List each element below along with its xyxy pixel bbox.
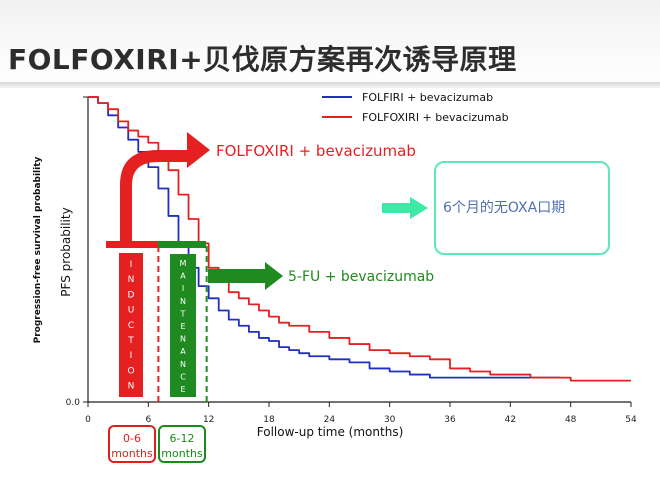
induction-letter: I [130, 351, 133, 361]
phase-induction-box: 0-6 months [108, 425, 156, 463]
x-tick-label: 30 [384, 415, 396, 425]
x-tick-label: 18 [263, 415, 275, 425]
maintenance-letter: T [180, 309, 186, 318]
induction-letter: N [128, 382, 135, 392]
maintenance-letter: A [180, 347, 186, 356]
maintenance-letter: N [180, 360, 186, 369]
x-tick-label: 54 [625, 415, 637, 425]
y-axis-label: PFS probability [59, 207, 73, 296]
maintenance-letter: C [180, 372, 186, 381]
x-tick-label: 24 [324, 415, 336, 425]
y-axis-label-secondary: Progression-free survival probability [33, 156, 43, 343]
phase-induction-range: 0-6 [123, 432, 141, 445]
induction-arrow-label: FOLFOXIRI + bevacizumab [216, 142, 416, 160]
x-tick-label: 12 [203, 415, 214, 425]
x-tick-label: 42 [505, 415, 516, 425]
series-line-folfiri [88, 96, 561, 379]
induction-arrow [120, 132, 210, 244]
maintenance-arrow-label: 5-FU + bevacizumab [288, 269, 434, 285]
title-divider [0, 82, 660, 88]
phase-maintenance-box: 6-12 months [158, 425, 206, 463]
legend-label: FOLFIRI + bevacizumab [362, 91, 493, 104]
induction-letter: D [128, 290, 135, 300]
x-tick-label: 48 [565, 415, 577, 425]
induction-letter: N [128, 275, 135, 285]
maintenance-letter: N [180, 297, 186, 306]
induction-letter: C [128, 321, 134, 331]
maintenance-letter: A [180, 272, 186, 281]
x-axis-label: Follow-up time (months) [257, 425, 404, 439]
maintenance-letter: N [180, 335, 186, 344]
induction-letter: O [127, 366, 134, 376]
info-box [434, 161, 610, 255]
series-line-folfoxiri [88, 96, 631, 382]
maintenance-arrow [208, 262, 283, 290]
induction-letter: T [127, 336, 134, 346]
phase-maintenance-range: 6-12 [169, 432, 195, 445]
legend-label: FOLFOXIRI + bevacizumab [362, 111, 509, 124]
maintenance-block [170, 254, 196, 397]
x-tick-label: 36 [444, 415, 456, 425]
induction-letter: U [128, 306, 135, 316]
maintenance-letter: E [180, 322, 185, 331]
maintenance-letter: M [180, 259, 187, 268]
x-tick-label: 0 [85, 415, 91, 425]
x-tick-label: 6 [145, 415, 151, 425]
y-tick-label: 0.0 [66, 398, 81, 408]
info-box-text: 6个月的无OXA口期 [443, 200, 566, 216]
phase-maintenance-unit: months [161, 447, 203, 460]
maintenance-letter: E [180, 385, 185, 394]
maintenance-letter: I [182, 284, 184, 293]
phase-induction-unit: months [111, 447, 153, 460]
induction-letter: I [130, 260, 133, 270]
info-arrow [382, 197, 428, 219]
induction-block [119, 253, 143, 397]
maintenance-bar [158, 241, 206, 248]
slide-title: FOLFOXIRI+贝伐原方案再次诱导原理 [8, 43, 517, 76]
induction-bar [106, 241, 158, 248]
